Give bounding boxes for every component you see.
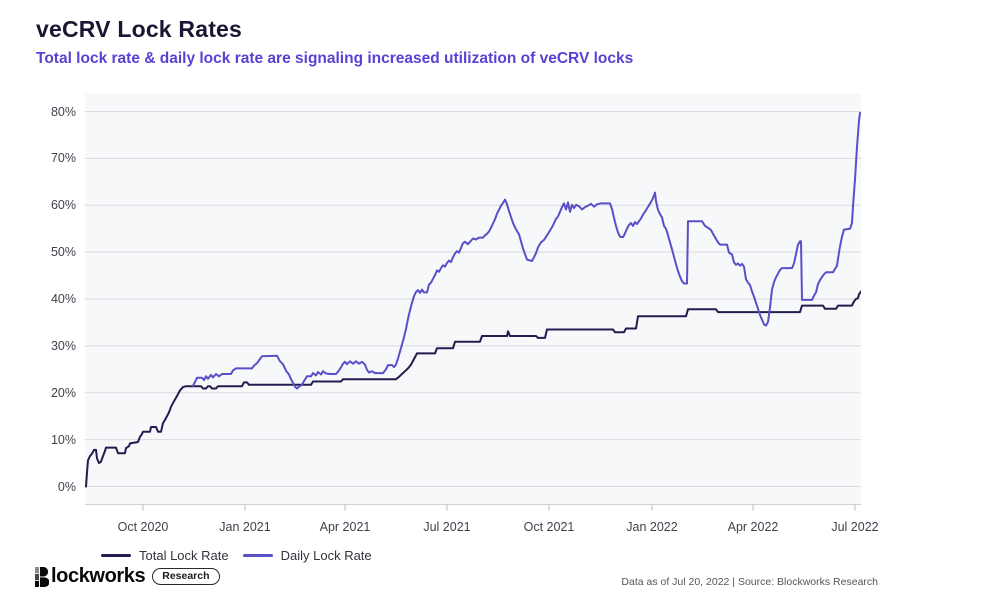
research-badge: Research (152, 568, 220, 585)
legend-label: Total Lock Rate (139, 548, 229, 563)
x-tick-label: Jan 2022 (626, 520, 678, 534)
blockworks-logo: lockworks Research (35, 565, 220, 588)
x-tick-label: Oct 2020 (117, 520, 169, 534)
x-tick-label: Jan 2021 (219, 520, 271, 534)
x-tick-label: Apr 2022 (727, 520, 779, 534)
y-tick-label-10: 10% (50, 432, 76, 447)
blockworks-logo-text: lockworks (51, 565, 146, 587)
y-tick-label-20: 20% (50, 385, 76, 400)
y-tick-label-40: 40% (50, 292, 76, 306)
legend-swatch (101, 554, 131, 557)
x-tick-label: Apr 2021 (319, 520, 371, 534)
series-line-0 (85, 290, 861, 488)
y-tick-label-50: 50% (50, 245, 76, 260)
y-tick-label-60: 60% (50, 198, 76, 213)
legend-item: Total Lock Rate (101, 548, 229, 563)
chart-legend: Total Lock Rate Daily Lock Rate (101, 548, 372, 563)
x-tick-label: Jul 2022 (831, 520, 879, 534)
legend-swatch (242, 554, 273, 557)
chart-subtitle: Total lock rate & daily lock rate are si… (36, 50, 634, 67)
page-title: veCRV Lock Rates (36, 16, 243, 42)
y-tick-label-0: 0% (57, 479, 76, 494)
blockworks-wordmark: lockworks (35, 565, 146, 588)
series-line-1 (192, 111, 861, 390)
y-tick-label-30: 30% (50, 338, 76, 353)
plot-svg (85, 94, 861, 511)
legend-label: Daily Lock Rate (280, 548, 372, 563)
x-tick-label: Jul 2021 (423, 520, 471, 534)
source-note: Data as of Jul 20, 2022 | Source: Blockw… (621, 576, 878, 588)
x-tick-label: Oct 2021 (523, 520, 575, 534)
blockworks-b-icon (35, 566, 49, 587)
y-tick-label-70: 70% (50, 151, 76, 166)
legend-item: Daily Lock Rate (242, 548, 372, 563)
y-tick-label-80: 80% (50, 104, 76, 119)
